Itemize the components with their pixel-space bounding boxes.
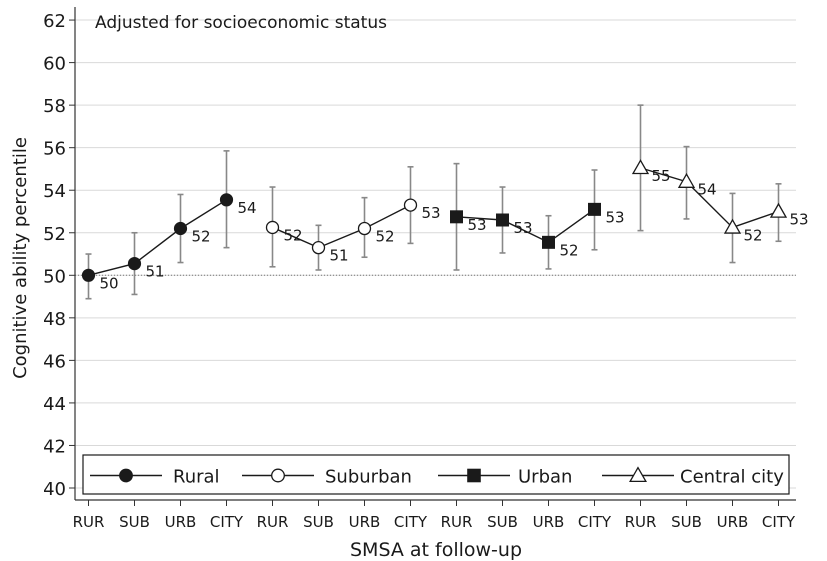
x-tick-label-0: RUR [73, 513, 105, 531]
y-tick-label-54: 54 [43, 181, 66, 202]
marker-s0-0 [81, 268, 96, 282]
y-tick-label-40: 40 [43, 479, 66, 500]
data-label-s3-0: 55 [652, 167, 671, 185]
series-line-2 [456, 208, 595, 244]
x-tick-label-3: CITY [210, 513, 244, 531]
marker-s0-2 [173, 221, 188, 236]
data-label-s1-1: 51 [330, 247, 349, 265]
x-tick-label-13: SUB [671, 513, 702, 531]
marker-s0-3 [219, 193, 234, 207]
x-tick-label-11: CITY [578, 513, 612, 531]
legend-marker-2 [467, 468, 481, 483]
x-tick-label-9: SUB [487, 513, 518, 531]
legend-label-2: Urban [518, 467, 572, 488]
x-tick-label-15: CITY [762, 513, 796, 531]
legend-marker-3 [629, 466, 647, 483]
y-tick-label-46: 46 [43, 351, 66, 372]
data-label-s2-0: 53 [468, 216, 487, 234]
data-label-s2-1: 53 [514, 219, 533, 237]
data-labels: 50 51 52 54 52 51 52 53 53 53 52 53 55 54 52 53 [100, 167, 809, 292]
legend-marker-1 [271, 468, 285, 483]
y-tick-label-50: 50 [43, 266, 66, 287]
legend: Rural Suburban Urban Central city [82, 454, 790, 495]
error-bars [85, 104, 782, 300]
x-tick-label-10: URB [533, 513, 565, 531]
plot-area [75, 7, 796, 500]
y-tick-label-52: 52 [43, 224, 66, 245]
data-label-s2-2: 52 [560, 241, 579, 259]
marker-s3-0 [631, 159, 650, 175]
marker-s2-1 [496, 213, 509, 227]
data-label-s3-1: 54 [698, 181, 717, 199]
x-ticks: RUR SUB URB CITY RUR SUB URB CITY RUR SUB URB CITY R… [73, 500, 796, 531]
marker-s1-2 [357, 221, 372, 236]
marker-s0-1 [127, 257, 142, 271]
y-tick-label-58: 58 [43, 96, 66, 117]
x-tick-label-6: URB [349, 513, 381, 531]
marker-s2-2 [542, 235, 555, 249]
x-tick-label-12: RUR [625, 513, 657, 531]
y-tick-label-44: 44 [43, 394, 66, 415]
y-tick-label-56: 56 [43, 139, 66, 160]
x-tick-label-8: RUR [441, 513, 473, 531]
marker-s1-3 [403, 198, 418, 212]
y-ticks: 40 42 44 46 48 50 52 54 56 58 60 62 [43, 11, 75, 500]
data-label-s1-0: 52 [284, 226, 303, 244]
axes [74, 7, 796, 501]
data-label-s1-2: 52 [376, 228, 395, 246]
chart-annotation: Adjusted for socioeconomic status [95, 13, 387, 33]
data-label-s2-3: 53 [606, 208, 625, 226]
marker-s2-0 [450, 210, 463, 224]
series-lines [88, 167, 779, 276]
data-label-s0-2: 52 [192, 228, 211, 246]
marker-s2-3 [588, 202, 601, 216]
marker-s3-3 [769, 202, 788, 218]
data-label-s0-0: 50 [100, 274, 119, 292]
x-tick-label-1: SUB [119, 513, 150, 531]
marker-s3-1 [677, 172, 696, 188]
x-tick-label-7: CITY [394, 513, 428, 531]
legend-label-3: Central city [680, 467, 784, 488]
series-line-3 [640, 167, 779, 229]
y-tick-label-60: 60 [43, 54, 66, 75]
series-markers [81, 159, 788, 282]
x-tick-label-5: SUB [303, 513, 334, 531]
data-label-s3-3: 53 [790, 210, 809, 228]
data-label-s0-3: 54 [238, 199, 257, 217]
data-label-s0-1: 51 [146, 263, 165, 281]
legend-marker-0 [119, 468, 133, 483]
marker-s1-0 [265, 220, 280, 235]
y-axis-label: Cognitive ability percentile [10, 137, 31, 379]
x-tick-label-14: URB [717, 513, 749, 531]
y-tick-label-48: 48 [43, 309, 66, 330]
data-label-s3-2: 52 [744, 226, 763, 244]
marker-s3-2 [723, 218, 742, 234]
series-line-0 [88, 199, 227, 276]
series-line-1 [272, 204, 411, 249]
legend-box [82, 454, 790, 495]
x-tick-label-4: RUR [257, 513, 289, 531]
legend-label-1: Suburban [325, 467, 412, 488]
x-tick-label-2: URB [165, 513, 197, 531]
y-tick-label-42: 42 [43, 436, 66, 457]
legend-label-0: Rural [173, 467, 220, 488]
x-axis-label: SMSA at follow-up [350, 539, 522, 561]
data-label-s1-3: 53 [422, 204, 441, 222]
marker-s1-1 [311, 240, 326, 255]
y-tick-label-62: 62 [43, 11, 66, 32]
